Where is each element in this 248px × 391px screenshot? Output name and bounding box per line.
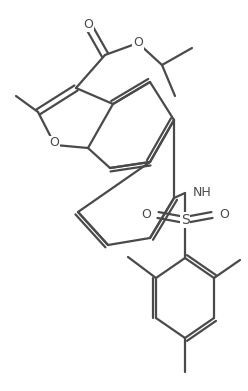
- Text: NH: NH: [193, 187, 212, 199]
- Text: O: O: [219, 208, 229, 221]
- Text: O: O: [133, 36, 143, 50]
- Text: O: O: [141, 208, 151, 221]
- Text: O: O: [83, 18, 93, 32]
- Text: O: O: [49, 136, 59, 149]
- Text: S: S: [181, 213, 189, 227]
